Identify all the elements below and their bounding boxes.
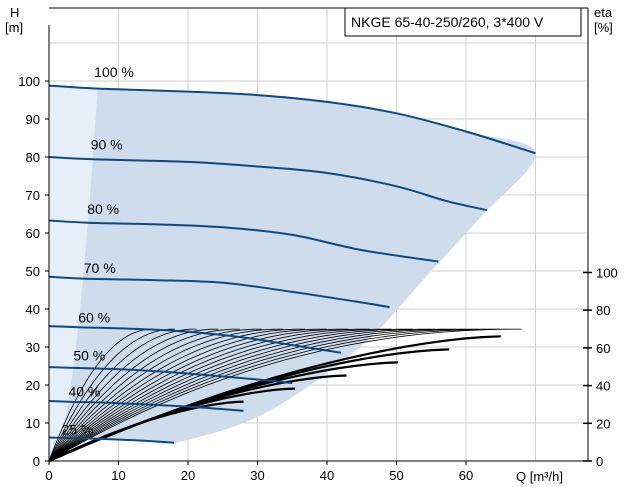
- speed-curve: [48, 219, 439, 263]
- chart-title-box: NKGE 65-40-250/260, 3*400 V: [344, 7, 582, 37]
- y-right-tick-label: 20: [596, 416, 610, 431]
- speed-curve: [48, 275, 390, 309]
- y-left-label-line2: [m]: [5, 20, 23, 35]
- y-right-tick-label: 40: [596, 379, 610, 394]
- speed-curve-label: 25 %: [62, 421, 94, 437]
- y-left-tick-label: 10: [26, 416, 40, 431]
- efficiency-curve: [48, 328, 197, 462]
- speed-curve: [48, 156, 488, 212]
- y-left-tick-label: 80: [26, 150, 40, 165]
- efficiency-curve: [48, 328, 175, 462]
- efficiency-curve: [48, 328, 392, 462]
- x-axis-label: Q [m³/h]: [516, 469, 563, 484]
- tick-labels: 0 10 20 30 40 50 60 0 10 20 30 40 50 60 70 80 90 100 0 20 40…: [18, 74, 617, 483]
- efficiency-curve: [48, 328, 262, 462]
- y-left-tick-label: 90: [26, 112, 40, 127]
- x-tick-label: 40: [320, 468, 334, 483]
- x-tick-label: 10: [111, 468, 125, 483]
- x-tick-label: 60: [459, 468, 473, 483]
- x-tick-label: 0: [45, 468, 52, 483]
- speed-curve-label: 100 %: [94, 64, 134, 80]
- efficiency-curve: [48, 328, 370, 462]
- efficiency-curve: [48, 328, 435, 462]
- speed-curve: [48, 400, 244, 412]
- speed-curve-label: 50 %: [73, 347, 105, 363]
- efficiency-curve: [48, 328, 154, 462]
- efficiency-curve: [48, 328, 414, 462]
- y-left-tick-label: 20: [26, 378, 40, 393]
- speed-curve-label: 40 %: [68, 383, 100, 399]
- speed-curve: [48, 325, 342, 354]
- chart-title: NKGE 65-40-250/260, 3*400 V: [351, 14, 544, 30]
- speed-curve: [48, 436, 175, 444]
- efficiency-curve: [48, 328, 500, 462]
- y-left-tick-label: 70: [26, 188, 40, 203]
- y-left-tick-label: 0: [33, 454, 40, 469]
- envelope-area: [49, 85, 536, 444]
- y-right-tick-label: 100: [596, 266, 618, 281]
- x-tick-label: 50: [389, 468, 403, 483]
- speed-curve-label: 60 %: [78, 309, 110, 325]
- chart-title-frame: [344, 7, 582, 37]
- y-right-label-line1: eta: [594, 5, 613, 20]
- efficiency-curve: [48, 328, 349, 462]
- efficiency-curve: [48, 328, 522, 462]
- speed-curve: [48, 366, 293, 385]
- speed-curve-label: 80 %: [87, 201, 119, 217]
- y-left-tick-label: 40: [26, 302, 40, 317]
- efficiency-curve: [48, 328, 327, 462]
- y-right-tick-label: 60: [596, 341, 610, 356]
- speed-curves: 100 % 90 % 80 % 70 % 60 % 50 % 40 % 25 %: [48, 64, 536, 444]
- y-right-tick-label: 80: [596, 303, 610, 318]
- y-left-tick-label: 100: [18, 74, 40, 89]
- speed-curve-label: 90 %: [91, 136, 123, 152]
- y-left-tick-label: 60: [26, 226, 40, 241]
- efficiency-curve: [48, 328, 457, 462]
- speed-curve: [48, 84, 536, 155]
- y-left-label-line1: H: [10, 5, 19, 20]
- x-tick-label: 20: [181, 468, 195, 483]
- y-left-tick-label: 30: [26, 340, 40, 355]
- efficiency-curve: [48, 328, 240, 462]
- axis-titles: H [m] eta [%] Q [m³/h]: [5, 5, 613, 484]
- y-right-label-line2: [%]: [594, 20, 613, 35]
- efficiency-curve: [48, 328, 305, 462]
- efficiency-curve: [48, 328, 284, 462]
- x-tick-label: 30: [250, 468, 264, 483]
- efficiency-curve-bold: [48, 335, 501, 463]
- y-right-tick-label: 0: [596, 454, 603, 469]
- y-left-tick-label: 50: [26, 264, 40, 279]
- speed-curve-label: 70 %: [84, 260, 116, 276]
- efficiency-curve: [48, 328, 479, 462]
